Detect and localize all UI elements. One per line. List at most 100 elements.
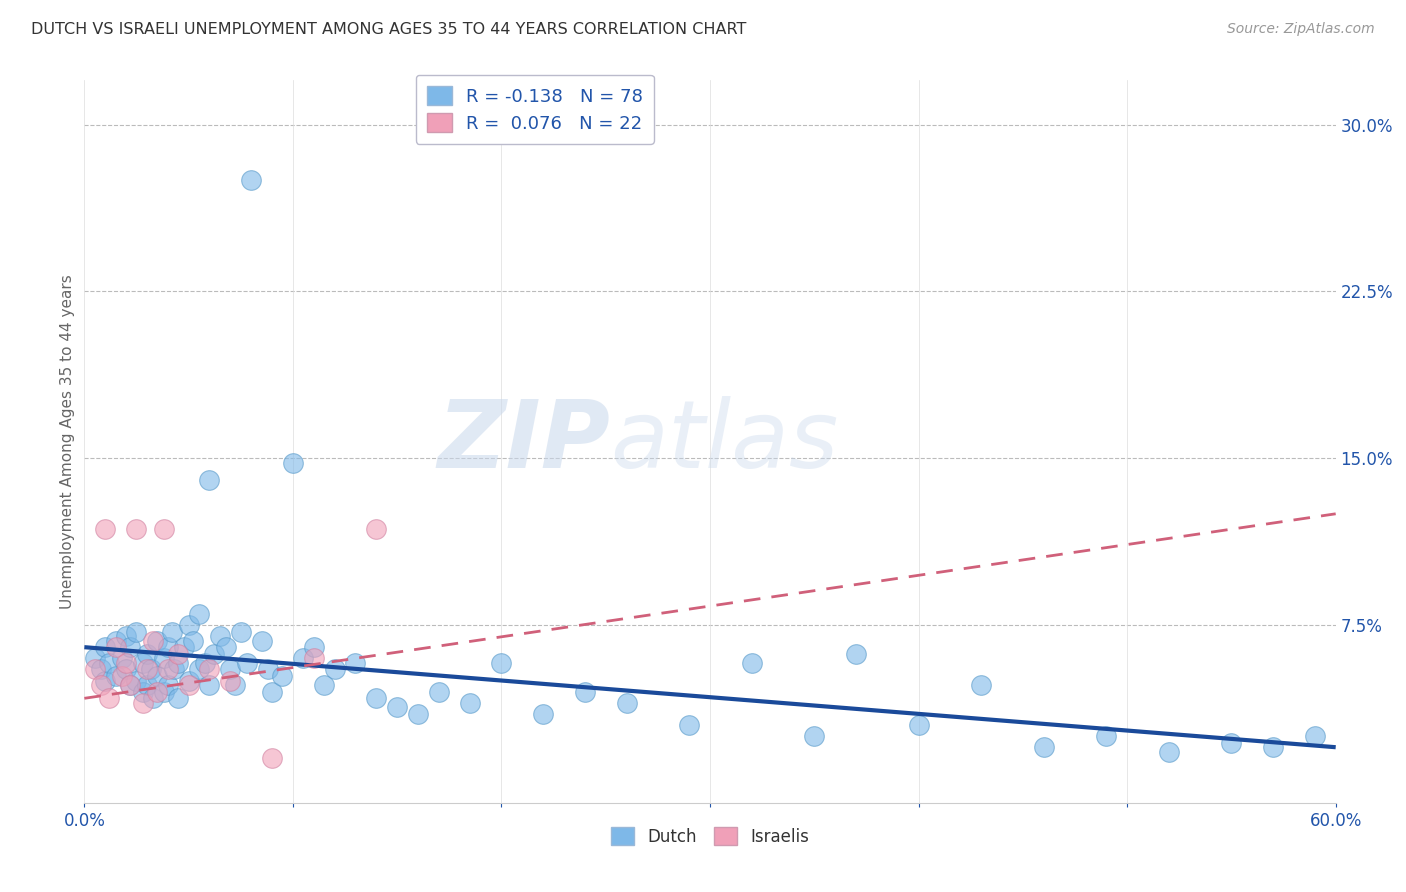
Text: Source: ZipAtlas.com: Source: ZipAtlas.com xyxy=(1227,22,1375,37)
Point xyxy=(167,647,190,661)
Point xyxy=(136,662,159,676)
Point xyxy=(302,640,325,655)
Point xyxy=(156,640,179,655)
Point xyxy=(194,656,217,670)
Point xyxy=(198,474,221,488)
Point xyxy=(167,691,190,706)
Point xyxy=(215,640,238,655)
Point xyxy=(344,656,367,670)
Point xyxy=(104,640,127,655)
Point xyxy=(142,633,165,648)
Point xyxy=(366,522,388,536)
Point xyxy=(132,656,155,670)
Point xyxy=(152,651,174,665)
Point xyxy=(240,173,263,187)
Point xyxy=(262,684,284,698)
Point xyxy=(1095,729,1118,743)
Point xyxy=(156,678,179,692)
Point xyxy=(803,729,825,743)
Point xyxy=(406,706,429,721)
Point xyxy=(132,696,155,710)
Point xyxy=(224,678,246,692)
Point xyxy=(1157,745,1180,759)
Point xyxy=(94,640,117,655)
Point xyxy=(427,684,450,698)
Point xyxy=(741,656,763,670)
Point xyxy=(250,633,273,648)
Point xyxy=(229,624,252,639)
Point xyxy=(678,718,700,732)
Point xyxy=(219,673,242,688)
Point xyxy=(98,691,121,706)
Point xyxy=(177,673,200,688)
Point xyxy=(152,684,174,698)
Point xyxy=(98,656,121,670)
Point xyxy=(120,678,142,692)
Point xyxy=(111,651,134,665)
Point xyxy=(152,522,174,536)
Point xyxy=(188,607,211,621)
Point xyxy=(146,684,169,698)
Point xyxy=(83,651,105,665)
Point xyxy=(257,662,280,676)
Y-axis label: Unemployment Among Ages 35 to 44 years: Unemployment Among Ages 35 to 44 years xyxy=(60,274,75,609)
Point xyxy=(94,522,117,536)
Point xyxy=(616,696,638,710)
Point xyxy=(1220,736,1243,750)
Legend: Dutch, Israelis: Dutch, Israelis xyxy=(605,821,815,852)
Point xyxy=(281,456,304,470)
Point xyxy=(292,651,315,665)
Point xyxy=(90,678,112,692)
Point xyxy=(146,633,169,648)
Point xyxy=(177,618,200,632)
Point xyxy=(181,633,204,648)
Point xyxy=(115,656,138,670)
Point xyxy=(146,669,169,683)
Point xyxy=(120,640,142,655)
Text: DUTCH VS ISRAELI UNEMPLOYMENT AMONG AGES 35 TO 44 YEARS CORRELATION CHART: DUTCH VS ISRAELI UNEMPLOYMENT AMONG AGES… xyxy=(31,22,747,37)
Point xyxy=(120,678,142,692)
Point xyxy=(574,684,596,698)
Point xyxy=(531,706,554,721)
Point xyxy=(142,691,165,706)
Point xyxy=(271,669,294,683)
Point xyxy=(132,684,155,698)
Text: ZIP: ZIP xyxy=(437,395,610,488)
Point xyxy=(198,678,221,692)
Point xyxy=(385,700,409,714)
Point xyxy=(262,751,284,765)
Point xyxy=(111,669,134,683)
Point xyxy=(1263,740,1285,755)
Point xyxy=(458,696,481,710)
Point xyxy=(160,624,183,639)
Text: atlas: atlas xyxy=(610,396,838,487)
Point xyxy=(173,640,195,655)
Point xyxy=(188,662,211,676)
Point xyxy=(314,678,336,692)
Point xyxy=(104,633,127,648)
Point xyxy=(491,656,513,670)
Point xyxy=(156,662,179,676)
Point xyxy=(219,662,242,676)
Point xyxy=(139,662,162,676)
Point xyxy=(94,673,117,688)
Point xyxy=(115,662,138,676)
Point xyxy=(90,662,112,676)
Point xyxy=(198,662,221,676)
Point xyxy=(1303,729,1326,743)
Point xyxy=(125,673,148,688)
Point xyxy=(125,624,148,639)
Point xyxy=(163,662,186,676)
Point xyxy=(1032,740,1054,755)
Point xyxy=(136,678,159,692)
Point xyxy=(970,678,993,692)
Point xyxy=(115,629,138,643)
Point xyxy=(366,691,388,706)
Point xyxy=(167,656,190,670)
Point xyxy=(83,662,105,676)
Point xyxy=(125,522,148,536)
Point xyxy=(323,662,346,676)
Point xyxy=(177,678,200,692)
Point xyxy=(208,629,231,643)
Point xyxy=(136,647,159,661)
